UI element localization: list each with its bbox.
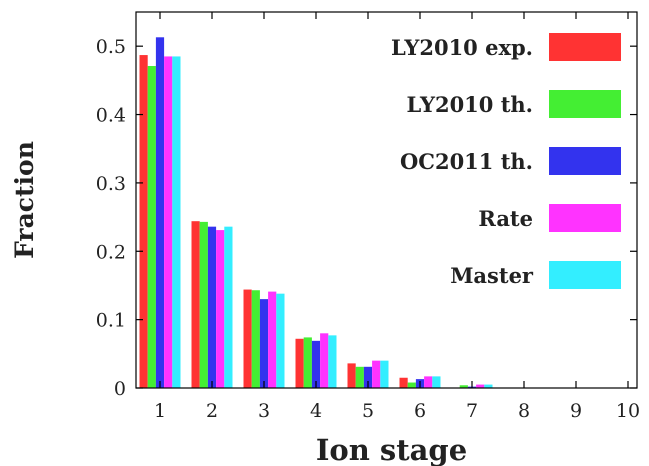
bar-master-stage-3	[276, 293, 285, 388]
legend-swatch	[549, 33, 621, 61]
bar-oc2011-th-stage-3	[259, 299, 269, 388]
x-tick-label: 8	[518, 400, 530, 422]
bar-ly2010-th-stage-7	[459, 385, 468, 388]
bar-rate-stage-7	[476, 384, 485, 388]
bar-rate-stage-4	[320, 333, 329, 388]
x-tick-label: 7	[466, 400, 478, 422]
bar-master-stage-6	[432, 376, 441, 388]
bar-ly2010-th-stage-5	[355, 366, 364, 388]
x-tick-label: 9	[570, 400, 582, 422]
x-tick-label: 3	[258, 400, 270, 422]
bar-master-stage-1	[172, 56, 181, 388]
legend-swatch	[549, 90, 621, 118]
legend-swatch	[549, 147, 621, 175]
legend-swatch	[549, 204, 621, 232]
bars	[139, 37, 493, 389]
x-tick-label: 1	[154, 400, 166, 422]
bar-rate-stage-5	[372, 360, 381, 388]
legend-label: Rate	[478, 206, 533, 231]
y-tick-label: 0.2	[96, 241, 126, 263]
legend-label: LY2010 th.	[407, 92, 533, 117]
bar-ly2010-th-stage-2	[199, 221, 208, 388]
y-tick-label: 0	[114, 378, 126, 400]
legend-label: OC2011 th.	[400, 149, 533, 174]
bar-master-stage-5	[380, 360, 389, 388]
y-tick-labels: 0 0.1 0.2 0.3 0.4 0.5	[96, 36, 126, 400]
bar-oc2011-th-stage-5	[363, 366, 373, 388]
bar-rate-stage-1	[164, 56, 173, 388]
y-tick-label: 0.4	[96, 105, 126, 127]
bar-master-stage-4	[328, 335, 337, 388]
bar-master-stage-2	[224, 226, 233, 388]
y-tick-label: 0.1	[96, 310, 126, 332]
bar-ly2010-th-stage-4	[303, 337, 312, 388]
plot-frame	[135, 11, 638, 389]
bar-oc2011-th-stage-2	[207, 226, 217, 388]
x-tick-label: 10	[616, 400, 640, 422]
bar-ly2010-exp-stage-2	[191, 221, 200, 388]
legend-label: LY2010 exp.	[391, 35, 533, 60]
x-tick-label: 5	[362, 400, 374, 422]
bar-ly2010-exp-stage-4	[295, 338, 304, 388]
bar-ly2010-th-stage-6	[407, 382, 416, 388]
bar-ly2010-th-stage-1	[147, 66, 156, 389]
bar-master-stage-7	[484, 384, 493, 388]
bar-ly2010-exp-stage-6	[399, 377, 408, 388]
y-tick-label: 0.5	[96, 36, 126, 58]
x-tick-label: 6	[414, 400, 426, 422]
bar-ly2010-exp-stage-3	[243, 289, 252, 388]
x-axis-title: Ion stage	[316, 433, 467, 466]
y-tick-label: 0.3	[96, 173, 126, 195]
legend-label: Master	[450, 263, 534, 288]
bar-oc2011-th-stage-4	[311, 340, 321, 388]
bar-oc2011-th-stage-1	[155, 37, 165, 388]
bar-rate-stage-6	[424, 376, 433, 388]
bar-ly2010-exp-stage-5	[347, 363, 356, 388]
bar-rate-stage-2	[216, 230, 225, 388]
bar-ly2010-th-stage-3	[251, 290, 260, 388]
x-tick-label: 4	[310, 400, 322, 422]
y-axis-title: Fraction	[10, 141, 39, 259]
axis-ticks	[136, 12, 637, 389]
bar-rate-stage-3	[268, 291, 277, 388]
legend: LY2010 exp. LY2010 th. OC2011 th. Rate Maste…	[391, 33, 621, 289]
x-tick-label: 2	[206, 400, 218, 422]
legend-swatch	[549, 261, 621, 289]
bar-ly2010-exp-stage-1	[139, 55, 148, 388]
x-tick-labels: 1 2 3 4 5 6 7 8 9 10	[154, 400, 640, 422]
